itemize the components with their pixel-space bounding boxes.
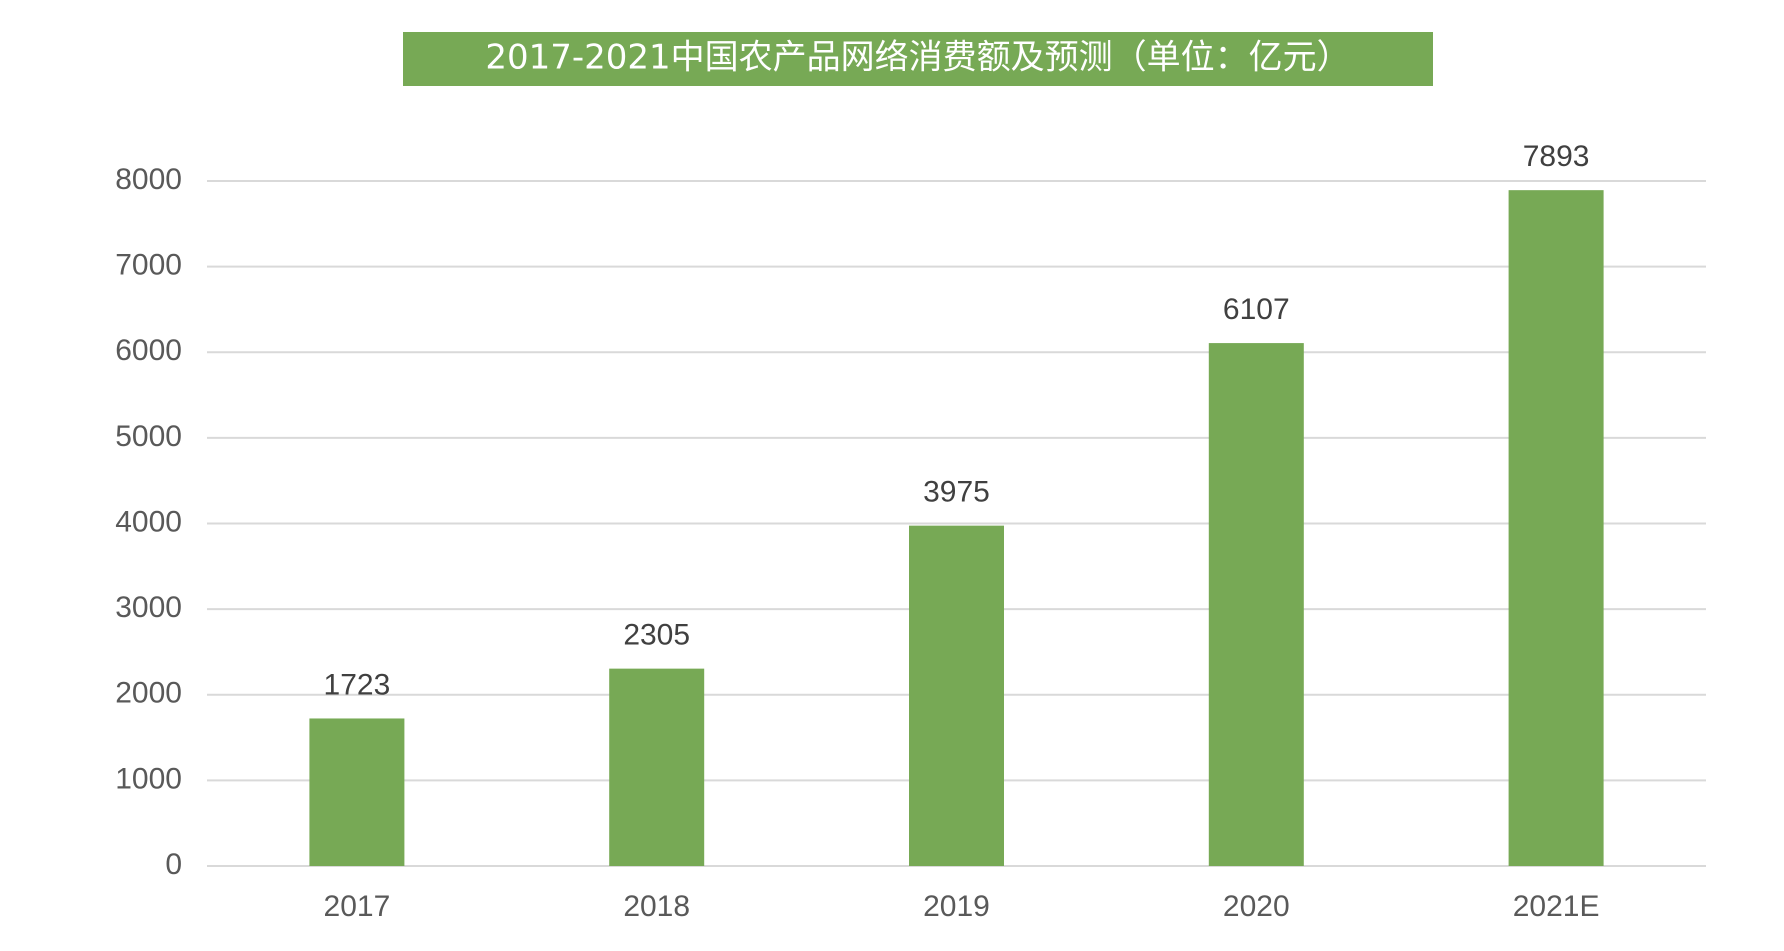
bar xyxy=(309,718,405,866)
data-label: 6107 xyxy=(1223,293,1290,326)
y-axis-ticks: 0 1000 2000 3000 4000 5000 6000 7000 8000 xyxy=(115,163,182,881)
data-label: 3975 xyxy=(923,476,990,509)
x-tick-label: 2017 xyxy=(324,890,391,923)
data-label: 2305 xyxy=(623,619,690,652)
x-tick-label: 2020 xyxy=(1223,890,1290,923)
x-tick-label: 2019 xyxy=(923,890,990,923)
bar xyxy=(1208,343,1304,866)
x-tick-label: 2021E xyxy=(1513,890,1600,923)
bar xyxy=(609,668,705,866)
data-label: 1723 xyxy=(324,668,391,701)
y-tick-label: 2000 xyxy=(115,677,182,710)
y-tick-label: 7000 xyxy=(115,249,182,282)
x-tick-label: 2018 xyxy=(623,890,690,923)
y-tick-label: 8000 xyxy=(115,163,182,196)
bar xyxy=(1508,190,1604,867)
y-tick-label: 0 xyxy=(165,848,182,881)
y-tick-label: 5000 xyxy=(115,420,182,453)
y-tick-label: 6000 xyxy=(115,334,182,367)
data-label: 7893 xyxy=(1523,140,1590,173)
chart-title-banner xyxy=(403,32,1433,86)
y-tick-label: 3000 xyxy=(115,591,182,624)
chart-title: 2017-2021中国农产品网络消费额及预测（单位：亿元） xyxy=(485,38,1350,78)
data-labels: 1723 2305 3975 6107 7893 xyxy=(324,140,1590,701)
y-tick-label: 1000 xyxy=(115,762,182,795)
x-axis-ticks: 2017 2018 2019 2020 2021E xyxy=(324,890,1600,923)
bars xyxy=(309,190,1604,867)
y-tick-label: 4000 xyxy=(115,505,182,538)
bar xyxy=(909,525,1004,866)
